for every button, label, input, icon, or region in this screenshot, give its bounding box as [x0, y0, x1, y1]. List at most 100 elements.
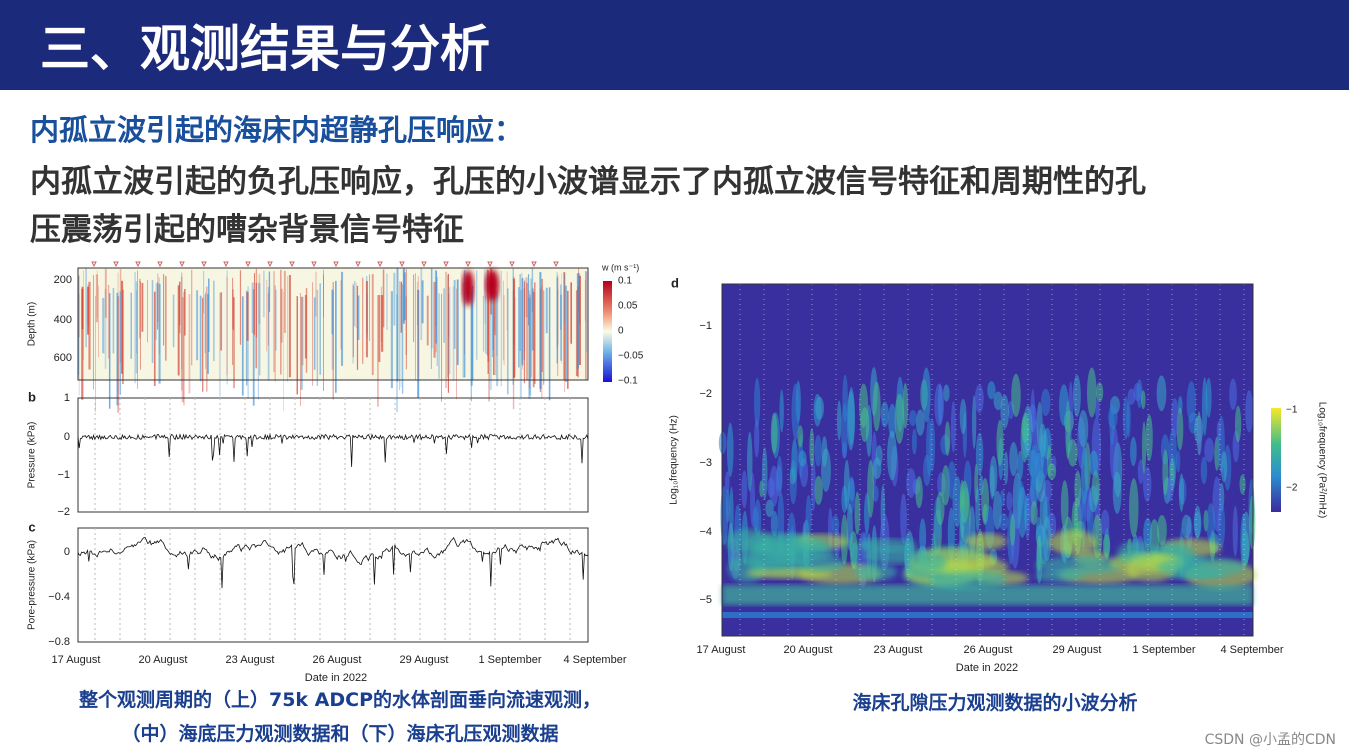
heatmap-streak	[116, 292, 119, 406]
wavelet-blob	[944, 421, 951, 456]
heatmap-streak	[396, 268, 399, 382]
wavelet-blob	[718, 431, 727, 454]
wavelet-blob	[805, 494, 812, 537]
isw-marker	[289, 261, 295, 268]
heatmap-streak	[488, 295, 490, 402]
heatmap-streak	[380, 286, 383, 343]
tick-label: Date in 2022	[305, 672, 367, 684]
wavelet-blob	[923, 454, 931, 486]
wavelet-blob	[1086, 367, 1097, 418]
isw-marker	[135, 261, 141, 268]
heatmap-streak	[514, 297, 516, 377]
heatmap-streak	[567, 290, 569, 389]
heatmap-streak	[87, 286, 89, 335]
heatmap-streak	[134, 271, 136, 384]
wavelet-blob	[908, 409, 917, 426]
wavelet-blob	[943, 384, 950, 402]
heatmap-streak	[401, 284, 404, 394]
heatmap-streak	[531, 268, 534, 312]
heatmap-streak	[486, 269, 488, 356]
tick-label: 0	[64, 431, 70, 443]
wavelet-blob	[867, 459, 875, 518]
tick-label: −1	[699, 320, 712, 332]
wavelet-band	[722, 585, 1253, 605]
heatmap-streak	[502, 280, 504, 361]
isw-marker	[377, 261, 383, 268]
heatmap-streak	[390, 291, 393, 389]
wavelet-blob	[987, 381, 996, 400]
heatmap-streak	[172, 294, 175, 348]
tick-label: 20 August	[784, 644, 833, 656]
wavelet-blob	[974, 384, 984, 414]
heatmap-streak	[107, 284, 110, 359]
wavelet-blob	[811, 456, 816, 511]
heatmap-streak	[183, 291, 185, 406]
heatmap-streak	[95, 274, 98, 323]
wavelet-blob	[902, 383, 909, 429]
wavelet-blob	[854, 491, 861, 535]
tick-label: 0	[618, 326, 624, 337]
heatmap-streak	[493, 295, 495, 375]
wavelet-blob	[1145, 414, 1153, 462]
wavelet-blob	[1156, 557, 1246, 577]
tick-label: 26 August	[313, 654, 362, 666]
wavelet-blob	[813, 393, 822, 427]
wavelet-blob	[1156, 375, 1167, 412]
heatmap-streak	[226, 270, 228, 385]
wavelet-blob	[798, 554, 846, 573]
heatmap-streak	[476, 270, 478, 360]
isw-marker	[443, 261, 449, 268]
heatmap-streak	[431, 268, 434, 349]
wavelet-blob	[972, 394, 977, 449]
heatmap-streak	[117, 296, 120, 413]
heatmap-streak	[136, 290, 138, 354]
heatmap-streak	[556, 277, 559, 364]
tick-label: 26 August	[964, 644, 1013, 656]
tick-label: −0.8	[48, 636, 70, 648]
isw-marker	[487, 261, 493, 268]
heatmap-streak	[559, 284, 562, 330]
heatmap-streak	[456, 279, 459, 366]
wavelet-band	[722, 612, 1253, 618]
tick-label: −2	[1286, 483, 1298, 494]
slide-title: 三、观测结果与分析	[40, 20, 490, 78]
wavelet-blob	[906, 468, 916, 498]
isw-marker	[201, 261, 207, 268]
wavelet-blob	[950, 401, 956, 453]
heatmap-streak	[354, 281, 356, 327]
wavelet-blob	[1040, 388, 1051, 417]
wavelet-blob	[754, 419, 760, 458]
heatmap-streak	[530, 278, 532, 378]
isw-marker	[531, 261, 537, 268]
wavelet-blob	[1122, 396, 1130, 440]
heatmap-streak	[300, 296, 303, 390]
heatmap-streak	[255, 268, 258, 338]
heatmap-streak	[268, 271, 271, 312]
tick-label: w (m s⁻¹)	[601, 262, 639, 272]
wavelet-blob	[1232, 505, 1238, 557]
tick-label: 29 August	[1053, 644, 1102, 656]
heatmap-streak	[204, 294, 206, 354]
heatmap-streak	[332, 281, 334, 400]
tick-label: 1 September	[1133, 644, 1196, 656]
wavelet-blob	[1059, 384, 1069, 426]
tick-label: 0.1	[618, 276, 632, 287]
heatmap-streak	[296, 296, 299, 395]
heatmap-streak	[443, 288, 446, 343]
heatmap-streak	[492, 290, 493, 358]
heatmap-streak	[92, 275, 94, 390]
wavelet-blob	[996, 419, 1004, 466]
wavelet-blob	[726, 422, 734, 478]
heatmap-streak	[400, 295, 402, 388]
heatmap-streak	[304, 294, 307, 359]
heatmap-streak	[158, 283, 161, 384]
heatmap-streak	[539, 272, 542, 389]
trace	[77, 537, 589, 589]
plot-frame	[77, 397, 589, 513]
heatmap-streak	[88, 281, 91, 370]
heatmap-streak	[448, 293, 450, 337]
heatmap-streak	[519, 289, 522, 399]
wavelet-blob	[1204, 437, 1215, 463]
heatmap-streak	[357, 295, 360, 340]
wavelet-blob	[1197, 416, 1203, 456]
